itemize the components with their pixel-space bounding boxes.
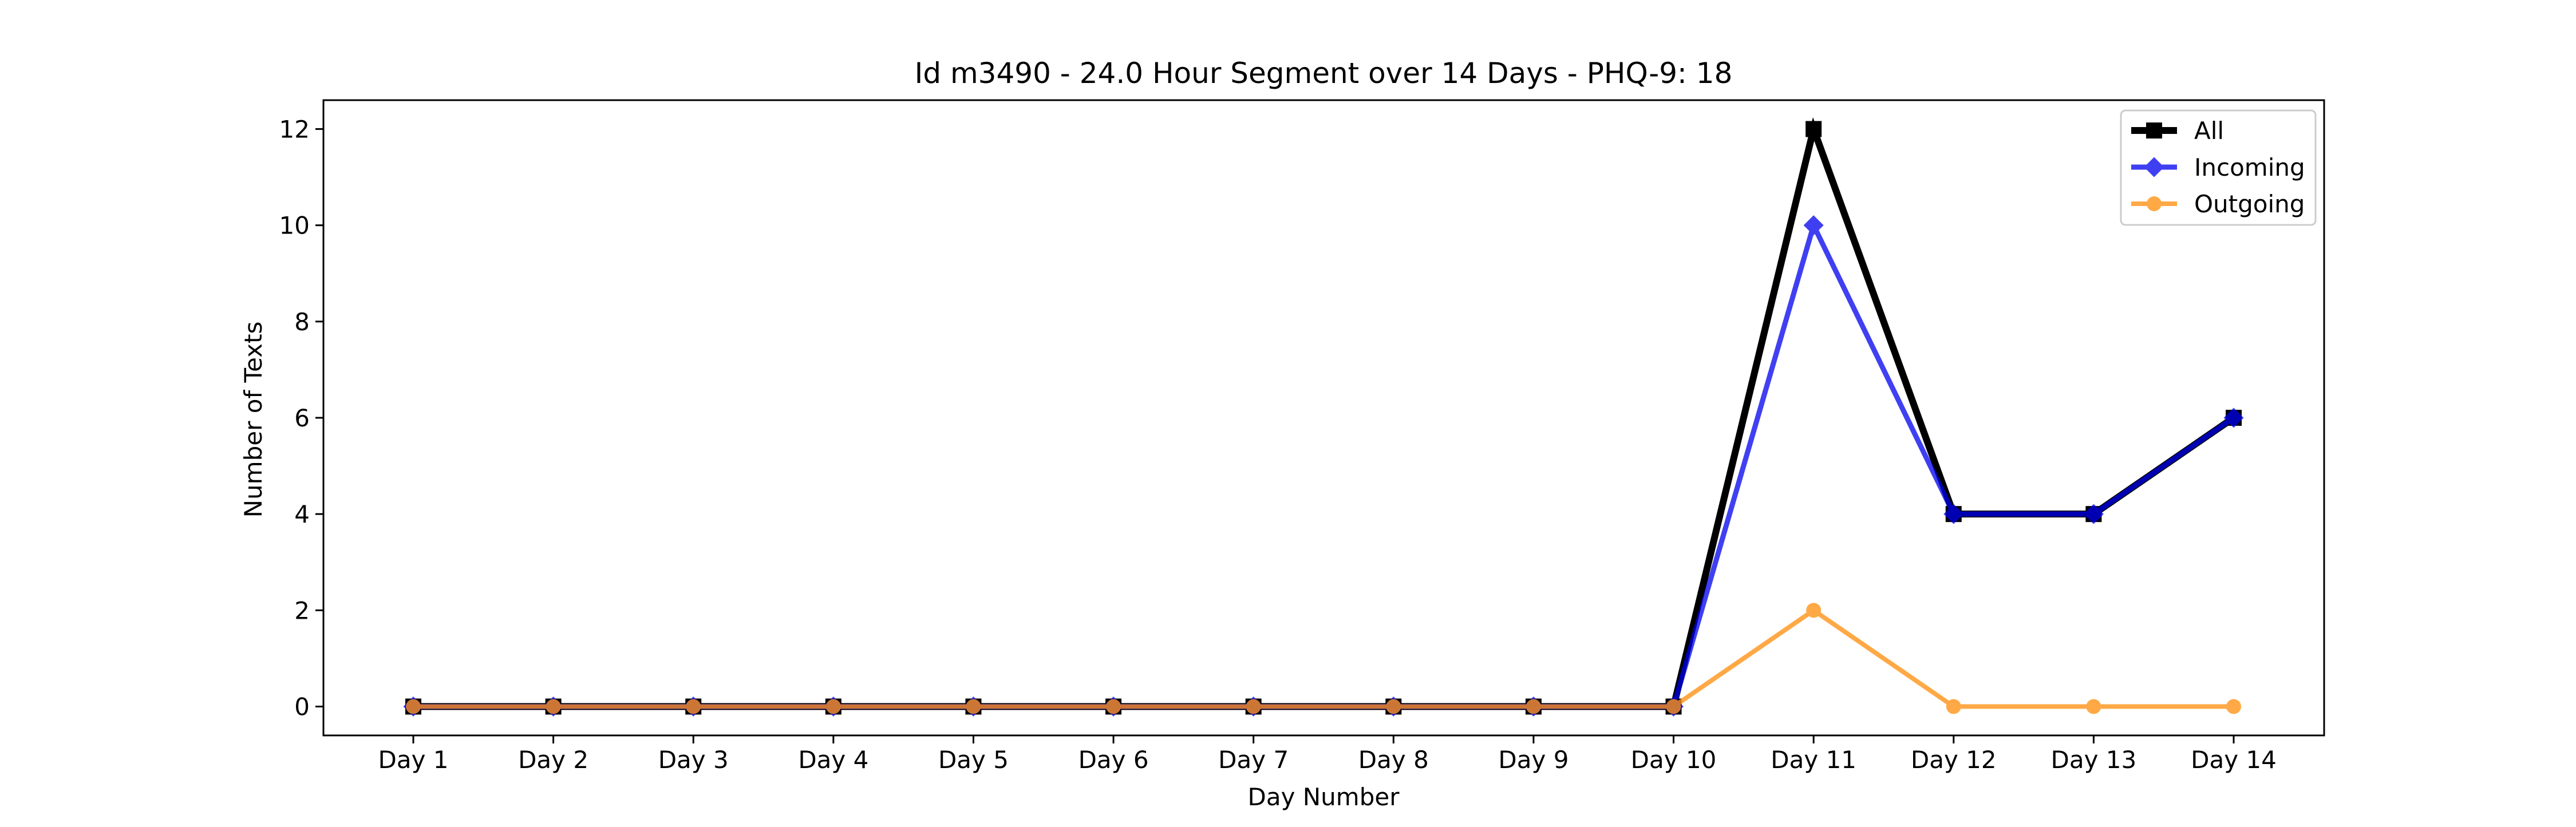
legend-label: All [2194, 117, 2224, 145]
data-point [1106, 699, 1121, 714]
data-point [546, 699, 561, 714]
x-tick-label: Day 7 [1218, 746, 1289, 774]
data-point [1943, 504, 1964, 524]
x-tick-label: Day 10 [1631, 746, 1717, 774]
legend-label: Outgoing [2194, 190, 2305, 218]
data-point [1946, 699, 1961, 714]
data-point [1666, 699, 1681, 714]
y-tick-label: 0 [294, 693, 310, 721]
x-tick-label: Day 13 [2051, 746, 2137, 774]
y-tick-label: 6 [294, 404, 310, 432]
x-tick-label: Day 3 [658, 746, 729, 774]
legend-frame [2120, 109, 2317, 226]
x-tick-label: Day 4 [798, 746, 868, 774]
y-axis: 0 2 4 6 8 10 12 [279, 115, 323, 721]
data-point [2223, 407, 2244, 428]
series-outgoing [406, 603, 2241, 714]
data-point [2226, 699, 2241, 714]
x-tick-label: Day 5 [938, 746, 1009, 774]
x-axis: Day 1 Day 2 Day 3 Day 4 Day 5 Day 6 Day 7 Day 8… [378, 735, 2277, 774]
x-tick-label: Day 6 [1078, 746, 1149, 774]
y-tick-label: 10 [279, 212, 310, 240]
data-point [2083, 504, 2104, 524]
legend-label: Incoming [2194, 153, 2305, 181]
y-tick-label: 4 [294, 500, 310, 528]
data-point [966, 699, 981, 714]
data-point [406, 699, 421, 714]
y-tick-label: 2 [294, 596, 310, 624]
x-tick-label: Day 8 [1358, 746, 1429, 774]
legend-entry [2131, 157, 2177, 177]
x-axis-label: Day Number [1247, 783, 1400, 811]
legend-marker [2144, 157, 2164, 177]
y-axis-label: Number of Texts [239, 322, 267, 518]
data-point [1806, 603, 1822, 618]
y-tick-label: 8 [294, 308, 310, 336]
data-point [1386, 699, 1401, 714]
x-tick-label: Day 14 [2191, 746, 2277, 774]
series-line [413, 607, 2234, 709]
legend-marker [2147, 196, 2162, 211]
x-tick-label: Day 11 [1771, 746, 1856, 774]
legend-entry [2131, 196, 2177, 211]
data-point [1526, 699, 1541, 714]
plot-area [403, 117, 2244, 717]
chart-title: Id m3490 - 24.0 Hour Segment over 14 Day… [915, 57, 1733, 90]
legend-marker [2146, 122, 2162, 139]
data-point [825, 699, 841, 714]
data-point [1803, 215, 1824, 236]
data-point [1805, 121, 1822, 137]
legend-entry [2131, 122, 2177, 139]
x-tick-label: Day 2 [518, 746, 588, 774]
x-tick-label: Day 9 [1498, 746, 1568, 774]
data-point [1246, 699, 1261, 714]
legend: All Incoming Outgoing [2120, 109, 2317, 226]
data-point [686, 699, 701, 714]
y-tick-label: 12 [279, 115, 310, 143]
data-point [2086, 699, 2101, 714]
x-tick-label: Day 1 [378, 746, 448, 774]
x-tick-label: Day 12 [1911, 746, 1997, 774]
